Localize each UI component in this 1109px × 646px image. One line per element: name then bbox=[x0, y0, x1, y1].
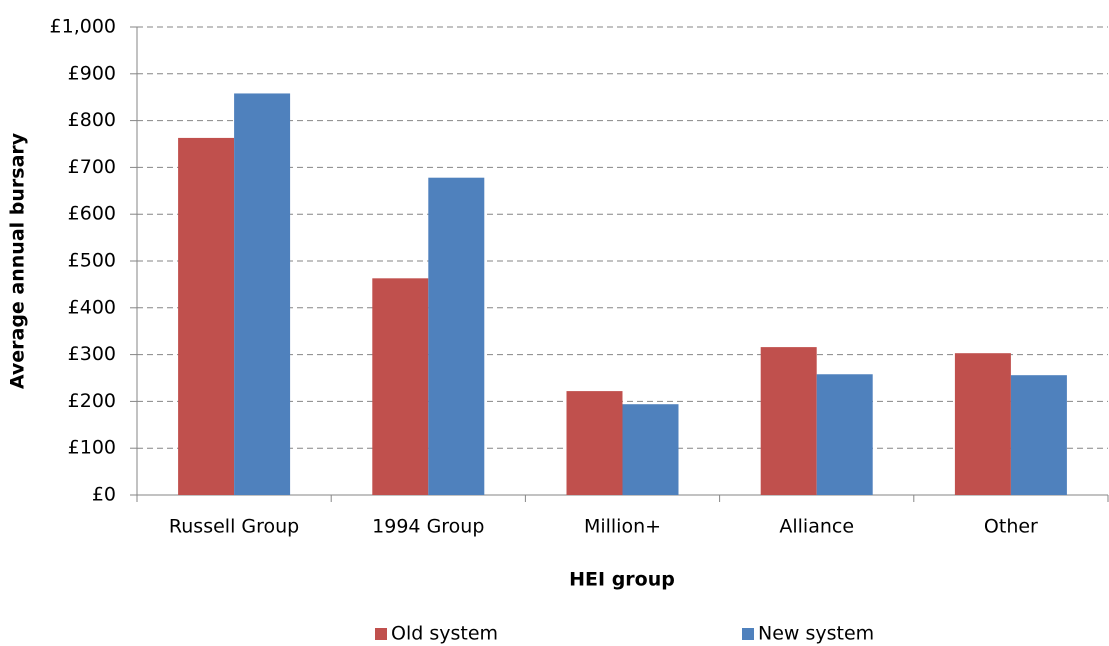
x-tick-label: Russell Group bbox=[169, 516, 299, 538]
bar bbox=[428, 177, 485, 496]
y-tick-label: £500 bbox=[68, 250, 116, 272]
y-tick-label: £1,000 bbox=[50, 16, 116, 38]
bar bbox=[372, 278, 429, 495]
bar bbox=[1010, 375, 1067, 495]
bar bbox=[566, 391, 623, 495]
x-tick-label: Other bbox=[984, 516, 1038, 538]
bar bbox=[816, 374, 873, 495]
bar bbox=[760, 347, 817, 495]
y-tick-label: £0 bbox=[92, 484, 116, 506]
bar bbox=[234, 93, 291, 496]
y-tick-label: £700 bbox=[68, 156, 116, 178]
bar bbox=[622, 404, 679, 495]
legend-swatch bbox=[742, 628, 754, 640]
y-tick-label: £100 bbox=[68, 437, 116, 459]
x-tick-label: 1994 Group bbox=[372, 516, 484, 538]
y-axis-title: Average annual bursary bbox=[7, 132, 29, 389]
y-tick-label: £300 bbox=[68, 343, 116, 365]
y-tick-label: £800 bbox=[68, 109, 116, 131]
y-tick-label: £200 bbox=[68, 390, 116, 412]
legend-label: Old system bbox=[391, 623, 498, 645]
bar bbox=[954, 353, 1011, 495]
y-tick-label: £400 bbox=[68, 296, 116, 318]
legend-swatch bbox=[375, 628, 387, 640]
x-tick-label: Million+ bbox=[584, 516, 661, 538]
y-tick-label: £900 bbox=[68, 62, 116, 84]
bar bbox=[178, 137, 235, 495]
x-tick-label: Alliance bbox=[779, 516, 854, 538]
y-tick-label: £600 bbox=[68, 203, 116, 225]
x-axis-title: HEI group bbox=[569, 569, 675, 591]
legend-label: New system bbox=[758, 623, 874, 645]
